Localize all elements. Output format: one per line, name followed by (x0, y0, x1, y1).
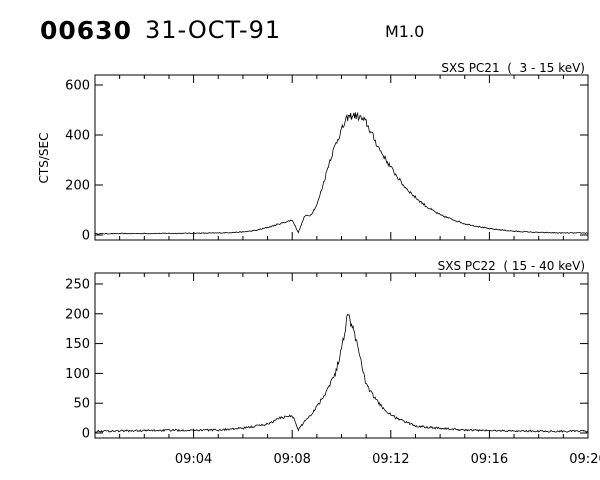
x-tick-label: 09:20 (569, 452, 600, 467)
x-tick-label: 09:08 (273, 452, 310, 467)
y-tick-label: 250 (65, 277, 90, 292)
x-axis-tick-labels: 09:04 09:08 09:12 09:16 09:20 (175, 452, 600, 467)
x-tick-label: 09:04 (175, 452, 212, 467)
panel-pc21-title: SXS PC21 ( 3 - 15 keV) (441, 61, 585, 75)
panel-pc21-ticks: 0 200 400 600 (65, 75, 589, 244)
pc21-series-line (94, 111, 589, 235)
x-tick-label: 09:12 (372, 452, 409, 467)
y-tick-label: 100 (65, 367, 90, 382)
flare-class: M1.0 (385, 22, 425, 41)
panel-pc21-frame (94, 74, 589, 241)
x-tick-label: 09:16 (471, 452, 508, 467)
y-tick-label: 0 (82, 229, 90, 244)
y-tick-label: 150 (65, 337, 90, 352)
panel-pc21: SXS PC21 ( 3 - 15 keV) CTS/SEC 0 200 400 60… (37, 61, 589, 244)
panel-pc22: SXS PC22 ( 15 - 40 keV) 0 50 100 150 200 250 (65, 259, 589, 442)
y-tick-label: 200 (65, 179, 90, 194)
y-tick-label: 400 (65, 129, 90, 144)
panel-pc22-title: SXS PC22 ( 15 - 40 keV) (438, 259, 585, 273)
y-tick-label: 50 (73, 397, 90, 412)
panel-pc22-frame (94, 272, 589, 439)
y-axis-label: CTS/SEC (37, 133, 51, 184)
y-tick-label: 200 (65, 307, 90, 322)
y-tick-label: 0 (82, 427, 90, 442)
panel-pc22-ticks: 0 50 100 150 200 250 (65, 273, 589, 442)
event-id: 00630 (40, 16, 132, 45)
event-date: 31-OCT-91 (145, 16, 282, 44)
y-tick-label: 600 (65, 79, 90, 94)
pc22-series-line (94, 313, 589, 433)
